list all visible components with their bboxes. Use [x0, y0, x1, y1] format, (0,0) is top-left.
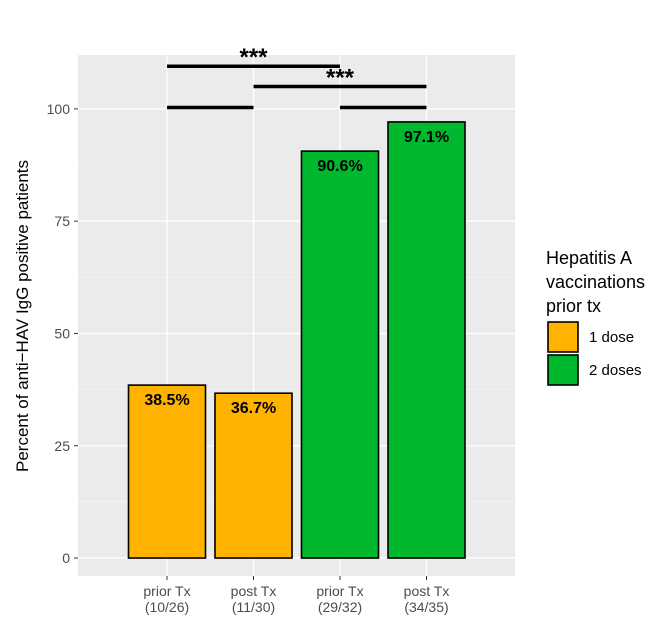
- y-tick-label: 50: [54, 325, 70, 341]
- bar: [387, 121, 466, 559]
- x-tick-label-count: (10/26): [145, 599, 189, 615]
- x-tick-label: post Tx: [231, 583, 277, 599]
- legend-label: 1 dose: [589, 329, 634, 346]
- bar: [300, 150, 380, 559]
- legend-swatch: [547, 321, 579, 353]
- legend-title: vaccinations: [546, 272, 645, 292]
- significance-annotations: *** ***: [167, 44, 427, 110]
- y-tick-label: 0: [62, 550, 70, 566]
- y-tick-label: 25: [54, 438, 70, 454]
- legend-title: Hepatitis A: [546, 248, 632, 268]
- x-tick-label-count: (29/32): [318, 599, 362, 615]
- significance-label: ***: [239, 44, 268, 71]
- significance-label: ***: [326, 64, 355, 91]
- y-tick-label: 100: [47, 101, 71, 117]
- legend: Hepatitis A vaccinations prior tx 1 dose 2 d…: [546, 248, 645, 386]
- bar-value-label: 36.7%: [231, 400, 276, 417]
- x-tick-label-count: (34/35): [404, 599, 448, 615]
- bar: [127, 384, 207, 559]
- bar-value-label: 97.1%: [404, 129, 449, 146]
- x-tick-label: prior Tx: [143, 583, 190, 599]
- x-tick-label: post Tx: [404, 583, 450, 599]
- bar-value-label: 38.5%: [144, 392, 189, 409]
- legend-swatch: [547, 354, 579, 386]
- y-axis-title: Percent of anti−HAV IgG positive patient…: [13, 160, 32, 472]
- bars: 38.5% 36.7% 90.6% 97.1%: [127, 121, 466, 559]
- legend-title: prior tx: [546, 296, 601, 316]
- bar: [214, 392, 293, 559]
- legend-label: 2 doses: [589, 362, 642, 379]
- y-tick-label: 75: [54, 213, 70, 229]
- x-tick-label-count: (11/30): [232, 599, 275, 615]
- bar-value-label: 90.6%: [317, 158, 362, 175]
- x-tick-label: prior Tx: [316, 583, 363, 599]
